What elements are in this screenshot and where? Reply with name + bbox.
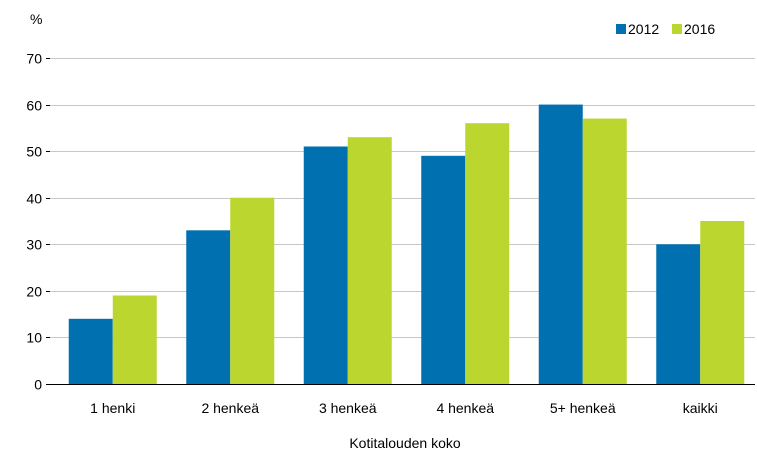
legend-label-2016: 2016	[684, 21, 715, 37]
y-tick-label: 50	[26, 144, 42, 160]
bar-2016-3	[347, 137, 392, 384]
bar-2012-1	[68, 318, 113, 384]
y-axis-unit-label: %	[30, 11, 42, 27]
bar-2016-1	[112, 295, 157, 384]
x-tick-label: 5+ henkeä	[550, 400, 616, 416]
y-tick-label: 30	[26, 237, 42, 253]
x-tick-label: 2 henkeä	[201, 400, 259, 416]
y-tick-label: 10	[26, 330, 42, 346]
bar-2012-6	[656, 244, 701, 384]
bar-2016-6	[700, 221, 745, 384]
y-tick-label: 60	[26, 98, 42, 114]
bar-2016-4	[465, 123, 510, 384]
y-tick-label: 0	[34, 377, 42, 393]
gridlines	[50, 58, 755, 338]
legend-swatch-2012	[616, 24, 626, 34]
bar-2016-5	[582, 118, 627, 385]
legend: 2012 2016	[616, 21, 715, 37]
bar-2012-5	[538, 104, 583, 385]
legend-swatch-2016	[672, 24, 682, 34]
bar-2012-2	[186, 230, 231, 384]
x-tick-label: 4 henkeä	[436, 400, 494, 416]
y-tick-label: 40	[26, 191, 42, 207]
bar-2016-2	[230, 197, 275, 384]
x-tick-label: kaikki	[683, 400, 718, 416]
bar-2012-3	[303, 146, 348, 384]
legend-label-2012: 2012	[628, 21, 659, 37]
y-tick-label: 70	[26, 51, 42, 67]
x-tick-label: 3 henkeä	[319, 400, 377, 416]
x-axis-title: Kotitalouden koko	[349, 435, 461, 451]
y-tick-label: 20	[26, 284, 42, 300]
x-tick-label: 1 henki	[90, 400, 135, 416]
axes: 0 10 20 30 40 50 60 70 1 henki 2 henkeä 3 henkeä 4 …	[26, 51, 755, 416]
bars	[68, 104, 745, 385]
bar-2012-4	[421, 155, 466, 384]
